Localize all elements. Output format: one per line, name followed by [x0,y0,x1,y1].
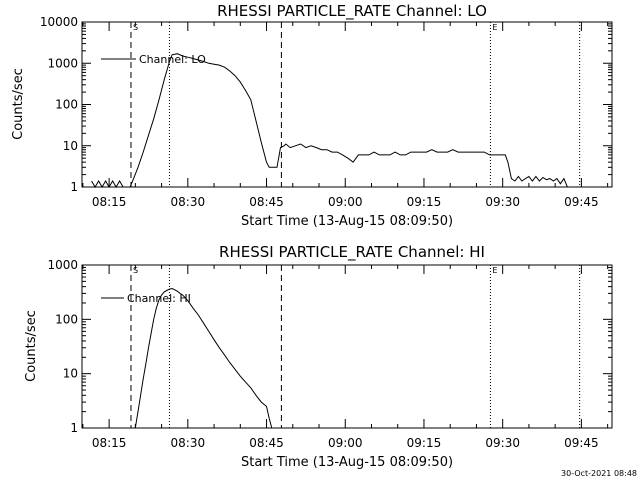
lo-series [91,53,582,188]
date-stamp: 30-Oct-2021 08:48 [561,469,637,478]
lo-y-tick-label: 10000 [40,15,78,29]
lo-axis-ticks: 1 10 100 1000 10000 08:15 08:30 08:45 09:00 09:15… [40,15,612,209]
hi-y-axis-label: Counts/sec [24,310,39,382]
lo-y-tick-label: 10 [63,139,78,153]
hi-x-tick-label: 08:30 [171,436,206,450]
hi-x-axis-label: Start Time (13-Aug-15 08:09:50) [241,455,453,470]
hi-axis-ticks: 1 10 100 1000 08:15 08:30 08:45 09:00 09:15 09:30… [47,258,612,450]
lo-x-tick-label: 08:30 [171,195,206,209]
hi-channel-panel: RHESSI PARTICLE_RATE Channel: HI Counts/… [24,243,613,470]
hi-y-tick-label: 10 [63,367,78,381]
lo-marker-label: E [492,23,497,32]
lo-series-line [91,53,582,188]
lo-x-tick-label: 09:00 [328,195,363,209]
lo-marker-label: S [133,23,138,32]
lo-plot-frame [81,21,613,188]
hi-marker-label: E [492,266,497,275]
hi-y-tick-label: 1000 [47,258,78,272]
hi-chart-title: RHESSI PARTICLE_RATE Channel: HI [219,243,485,262]
lo-y-tick-label: 1000 [47,56,78,70]
hi-legend-label: Channel: HI [127,292,191,305]
lo-x-tick-label: 09:15 [407,195,442,209]
lo-y-tick-label: 100 [55,98,78,112]
hi-x-tick-label: 09:45 [564,436,599,450]
hi-y-tick-label: 1 [70,421,78,435]
hi-x-tick-label: 08:15 [92,436,127,450]
lo-x-tick-label: 08:45 [249,195,284,209]
hi-y-tick-label: 100 [55,312,78,326]
hi-marker-label: S [133,266,138,275]
lo-x-tick-label: 09:45 [564,195,599,209]
hi-series-line [134,287,273,429]
lo-legend: Channel: LO [101,53,206,66]
lo-y-tick-label: 1 [70,180,78,194]
lo-x-tick-label: 09:30 [485,195,520,209]
lo-channel-panel: RHESSI PARTICLE_RATE Channel: LO Counts/… [11,2,613,229]
lo-x-tick-label: 08:15 [92,195,127,209]
lo-legend-label: Channel: LO [139,53,206,66]
hi-series [134,287,273,429]
hi-plot-frame [81,264,613,429]
hi-x-tick-label: 09:15 [407,436,442,450]
lo-y-axis-label: Counts/sec [11,68,26,140]
hi-x-tick-label: 08:45 [249,436,284,450]
hi-x-tick-label: 09:30 [485,436,520,450]
hi-x-tick-label: 09:00 [328,436,363,450]
lo-x-axis-label: Start Time (13-Aug-15 08:09:50) [241,214,453,229]
hi-legend: Channel: HI [101,292,191,305]
lo-chart-title: RHESSI PARTICLE_RATE Channel: LO [217,2,487,21]
